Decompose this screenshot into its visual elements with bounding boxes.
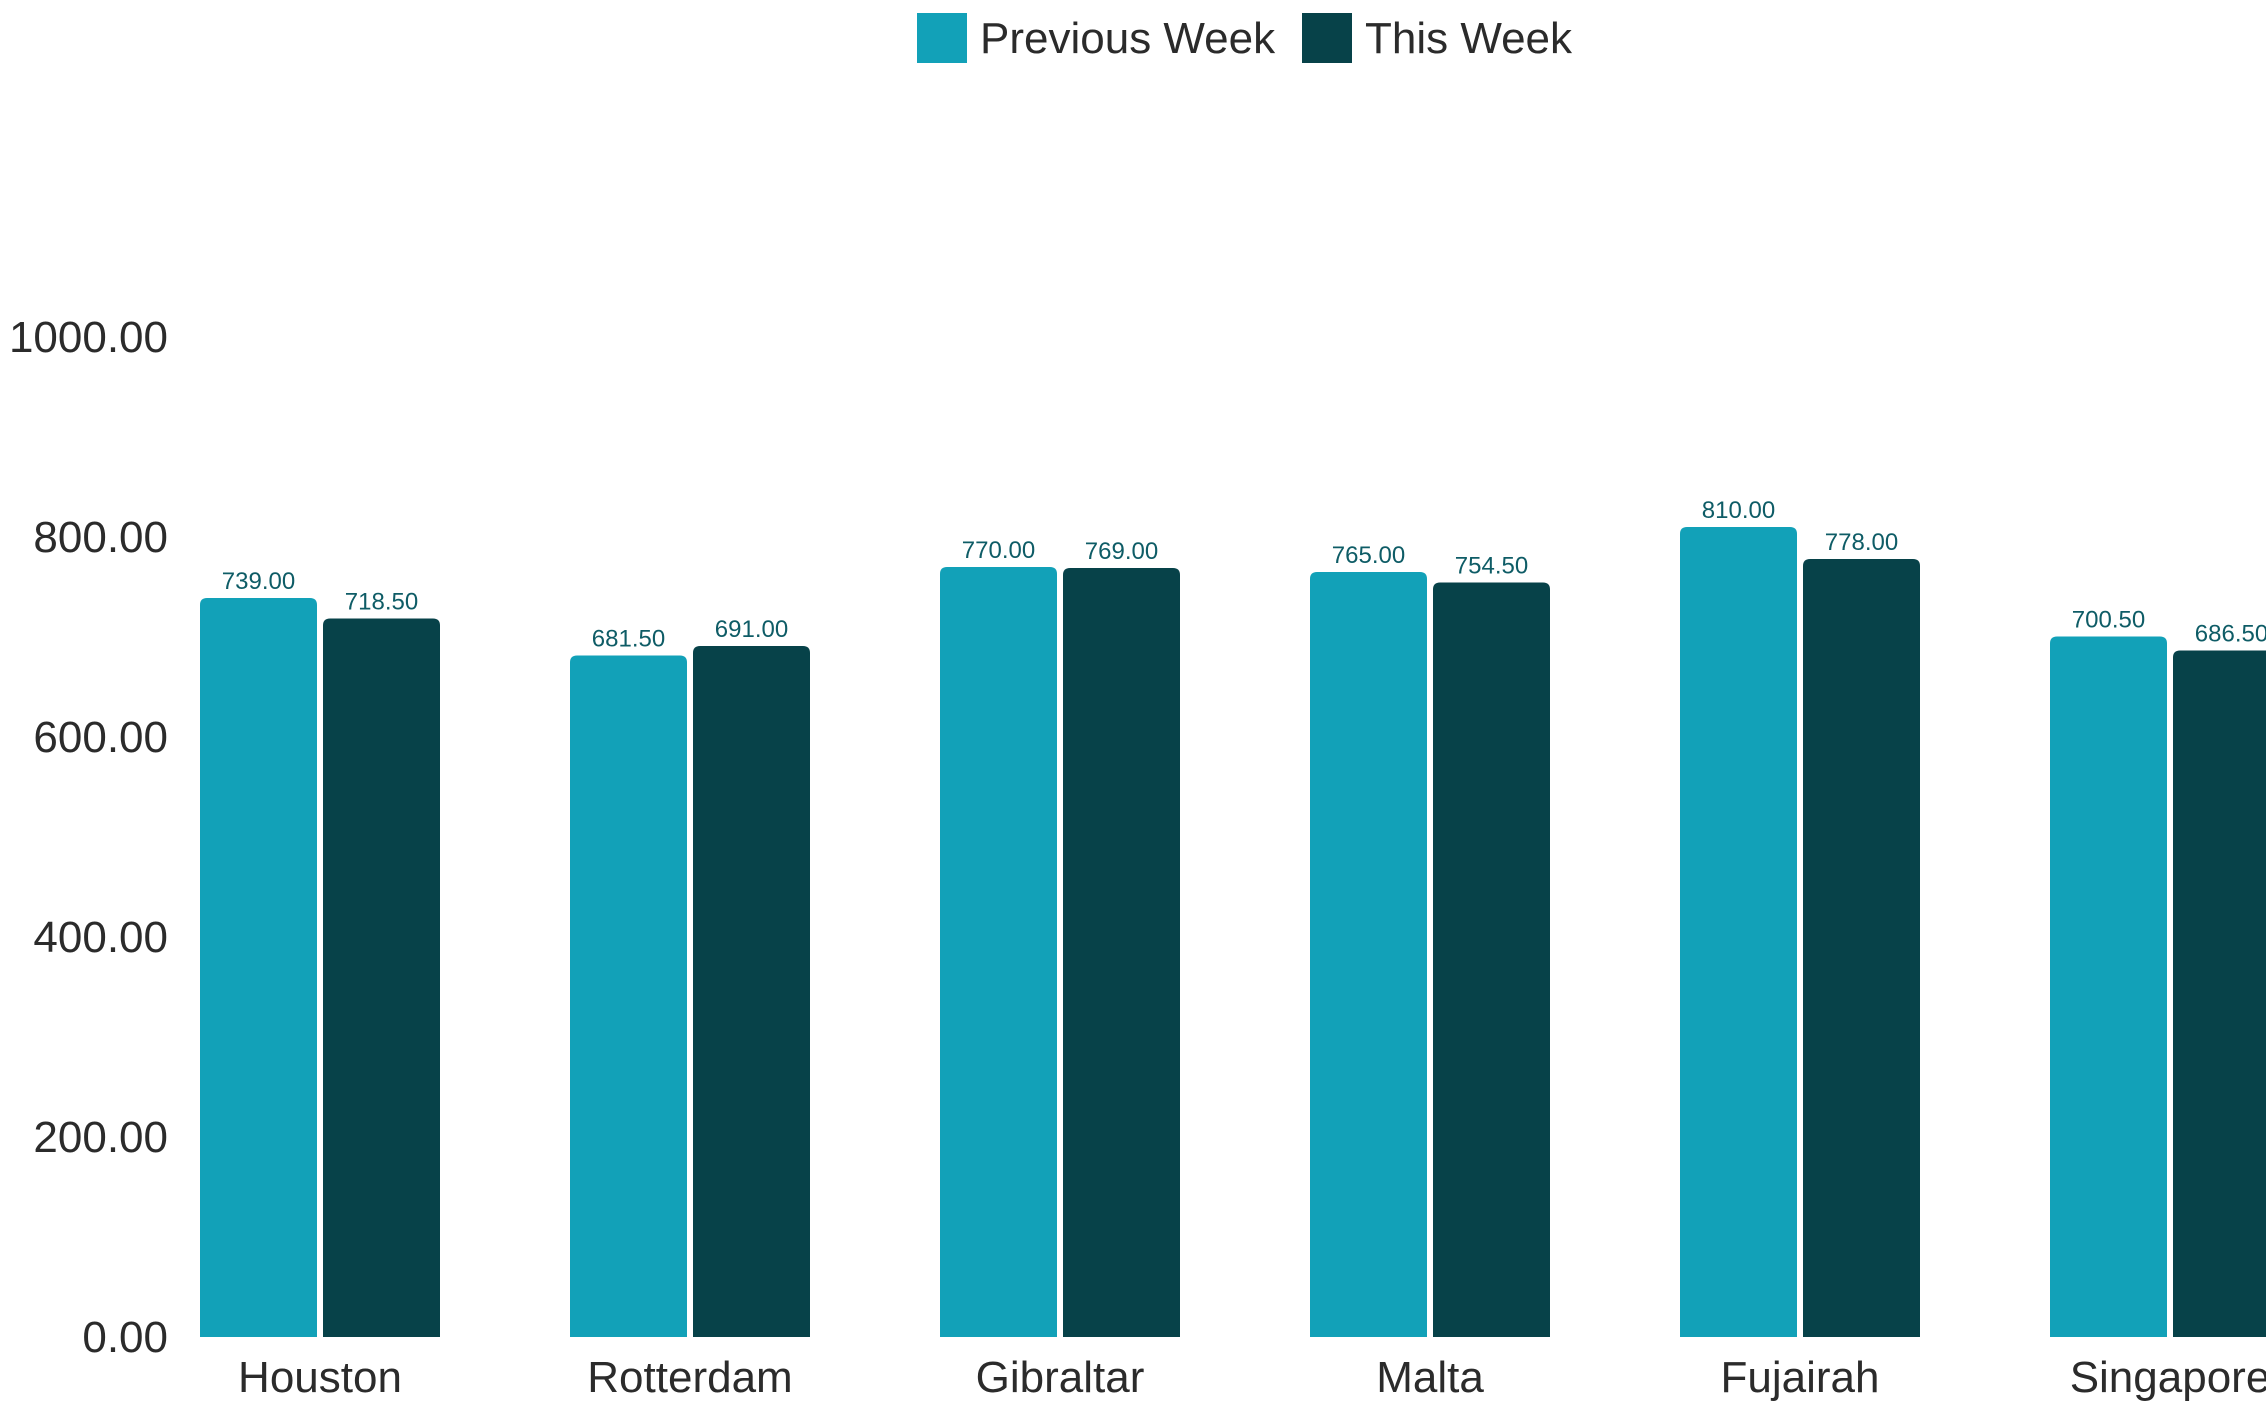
legend-label-2: This Week [1365, 14, 1573, 63]
bar-rotterdam-1 [570, 655, 687, 1337]
bar-malta-2 [1433, 582, 1550, 1337]
y-tick-label: 400.00 [33, 913, 168, 962]
data-label: 681.50 [592, 626, 665, 653]
y-axis: 0.00 200.00 400.00 600.00 800.00 1000.00 [9, 313, 168, 1362]
bars [200, 527, 2266, 1337]
bar-singapore-1 [2050, 636, 2167, 1337]
bar-singapore-2 [2173, 650, 2266, 1337]
x-tick-label: Gibraltar [976, 1353, 1145, 1402]
bar-gibraltar-1 [940, 567, 1057, 1337]
legend-label-1: Previous Week [980, 14, 1276, 63]
y-tick-label: 0.00 [82, 1313, 168, 1362]
bar-malta-1 [1310, 572, 1427, 1337]
data-label: 686.50 [2195, 621, 2266, 648]
y-tick-label: 800.00 [33, 513, 168, 562]
legend-swatch-2 [1302, 13, 1352, 63]
y-tick-label: 200.00 [33, 1113, 168, 1162]
data-label: 754.50 [1455, 553, 1528, 580]
x-tick-label: Fujairah [1721, 1353, 1880, 1402]
data-label: 765.00 [1332, 542, 1405, 569]
bar-fujairah-1 [1680, 527, 1797, 1337]
x-tick-label: Singapore [2070, 1353, 2266, 1402]
bar-houston-2 [323, 618, 440, 1337]
data-labels: 739.00 718.50 681.50 691.00 770.00 769.00 765.… [222, 497, 2266, 653]
y-tick-label: 1000.00 [9, 313, 168, 362]
x-tick-label: Malta [1376, 1353, 1484, 1402]
y-tick-label: 600.00 [33, 713, 168, 762]
data-label: 769.00 [1085, 538, 1158, 565]
data-label: 810.00 [1702, 497, 1775, 524]
x-axis: Houston Rotterdam Gibraltar Malta Fujairah Si… [238, 1353, 2266, 1402]
data-label: 700.50 [2072, 607, 2145, 634]
bar-rotterdam-2 [693, 646, 810, 1337]
legend-swatch-1 [917, 13, 967, 63]
legend: Previous Week This Week [917, 13, 1573, 63]
data-label: 718.50 [345, 589, 418, 616]
bar-fujairah-2 [1803, 559, 1920, 1337]
data-label: 778.00 [1825, 529, 1898, 556]
bar-houston-1 [200, 598, 317, 1337]
x-tick-label: Houston [238, 1353, 402, 1402]
data-label: 691.00 [715, 616, 788, 643]
x-tick-label: Rotterdam [587, 1353, 792, 1402]
data-label: 739.00 [222, 568, 295, 595]
data-label: 770.00 [962, 537, 1035, 564]
bar-gibraltar-2 [1063, 568, 1180, 1337]
